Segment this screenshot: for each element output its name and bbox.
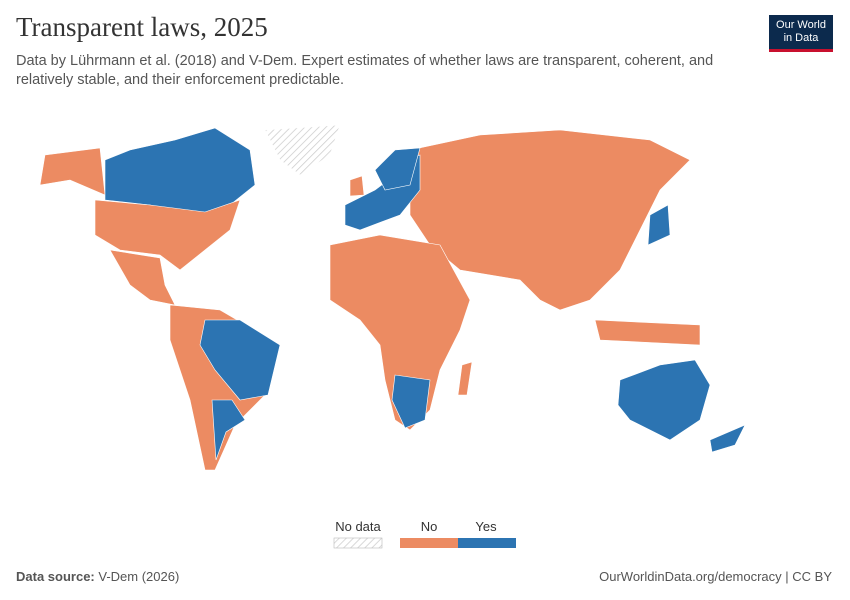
uk[interactable] — [349, 175, 365, 197]
scandinavia[interactable] — [374, 147, 421, 191]
legend-label: No — [421, 519, 438, 534]
logo-text: Our World — [776, 19, 826, 31]
australia[interactable] — [617, 359, 711, 441]
source-label: Data source: — [16, 569, 95, 584]
argentina[interactable] — [211, 399, 246, 461]
new-zealand[interactable] — [709, 424, 746, 453]
usa[interactable] — [94, 199, 241, 271]
title: Transparent laws, 2025 — [16, 12, 268, 42]
source: V-Dem (2026) — [98, 569, 180, 584]
canada[interactable] — [104, 127, 256, 216]
japan[interactable] — [647, 204, 671, 246]
mexico[interactable] — [109, 249, 176, 306]
southern-africa[interactable] — [391, 374, 431, 429]
legend-label: No data — [335, 519, 381, 534]
legend: No data No Yes — [333, 519, 516, 549]
world-map: No data No Yes — [39, 124, 746, 549]
madagascar[interactable] — [457, 361, 473, 396]
footer-source: Data source: V-Dem (2026) — [16, 569, 179, 584]
subtitle: Data by Lührmann et al. (2018) and V-Dem… — [16, 53, 714, 88]
logo[interactable]: Our World in Data — [769, 15, 833, 52]
legend-swatch — [400, 538, 458, 548]
brazil[interactable] — [199, 319, 281, 401]
alaska[interactable] — [39, 147, 106, 196]
legend-swatch — [458, 538, 516, 548]
logo-text: in Data — [783, 31, 819, 44]
legend-swatch — [333, 537, 383, 549]
footer-url[interactable]: OurWorldinData.org/democracy | CC BY — [599, 569, 832, 584]
legend-label: Yes — [475, 519, 497, 534]
greenland[interactable] — [264, 124, 341, 176]
indonesia[interactable] — [594, 319, 701, 346]
